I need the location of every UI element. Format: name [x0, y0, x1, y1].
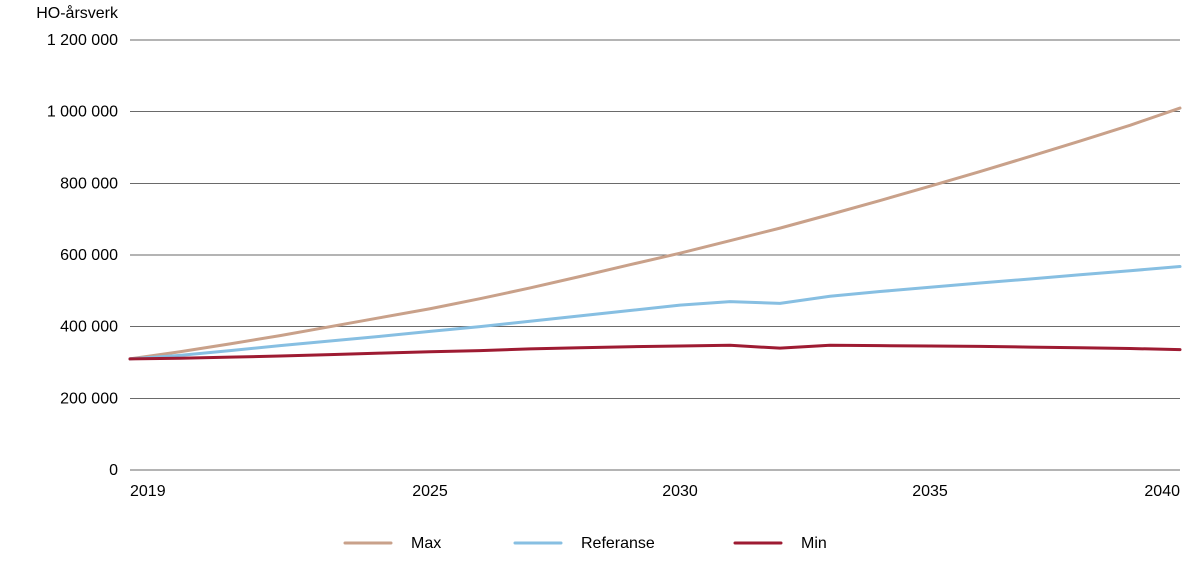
line-chart: 0 200 000 400 000 600 000 800 000 1 000 000 1 … [0, 0, 1200, 561]
y-tick-label: 800 000 [60, 175, 118, 192]
x-tick-label: 2025 [412, 483, 448, 500]
x-tick-label: 2040 [1144, 483, 1180, 500]
legend-label-min: Min [801, 535, 827, 552]
y-axis-title: HO-årsverk [36, 4, 119, 22]
y-tick-label: 400 000 [60, 319, 118, 336]
y-tick-label: 600 000 [60, 247, 118, 264]
series-min [130, 345, 1180, 359]
legend-label-referanse: Referanse [581, 535, 655, 552]
y-tick-label: 0 [109, 462, 118, 479]
x-tick-label: 2019 [130, 483, 166, 500]
y-tick-label: 1 000 000 [47, 104, 118, 121]
x-tick-label: 2035 [912, 483, 948, 500]
series-max [130, 108, 1180, 359]
y-tick-label: 1 200 000 [47, 32, 118, 49]
chart-container: 0 200 000 400 000 600 000 800 000 1 000 000 1 … [0, 0, 1200, 561]
x-tick-label: 2030 [662, 483, 698, 500]
legend-label-max: Max [411, 535, 441, 552]
y-tick-label: 200 000 [60, 390, 118, 407]
